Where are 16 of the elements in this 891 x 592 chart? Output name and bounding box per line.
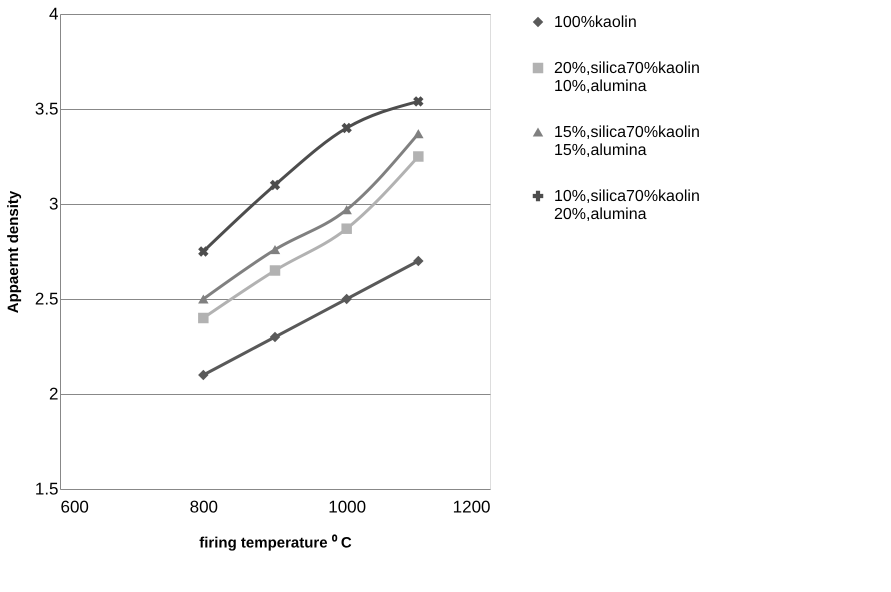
y-tick-label: 1.5 bbox=[34, 480, 58, 498]
y-axis-title: Appaernt density bbox=[4, 190, 22, 314]
x-tick-label: 1000 bbox=[328, 498, 366, 516]
y-tick-label: 4 bbox=[49, 4, 58, 24]
y-tick-label: 3 bbox=[49, 194, 58, 214]
y-tick-label: 3.5 bbox=[34, 100, 58, 118]
x-axis-title: firing temperature ⁰ C bbox=[199, 534, 352, 552]
legend-label: 10%,silica70%kaolin 20%,alumina bbox=[554, 188, 700, 223]
x-tick-label: 1200 bbox=[452, 498, 490, 516]
legend-label: 15%,silica70%kaolin 15%,alumina bbox=[554, 124, 700, 159]
x-tick-label: 800 bbox=[190, 498, 218, 516]
y-tick-label: 2 bbox=[49, 384, 58, 404]
legend-label: 20%,silica70%kaolin 10%,alumina bbox=[554, 60, 700, 95]
y-tick-label: 2.5 bbox=[34, 290, 58, 308]
legend-label: 100%kaolin bbox=[554, 14, 637, 31]
x-tick-label: 600 bbox=[60, 498, 89, 516]
